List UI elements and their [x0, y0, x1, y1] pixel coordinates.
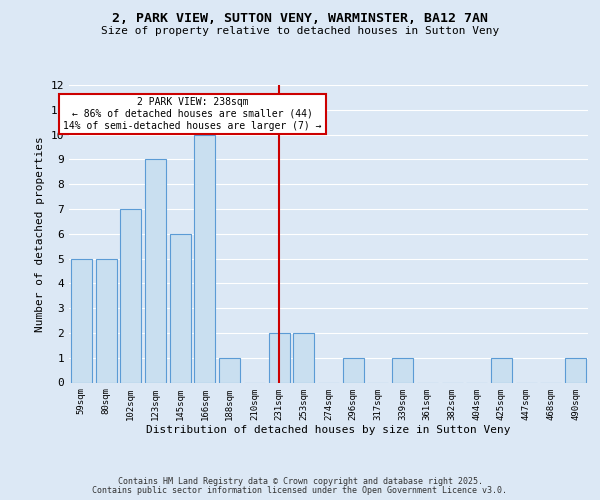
Bar [145, 160, 166, 382]
Bar [170, 234, 191, 382]
Bar [343, 358, 364, 382]
Bar [120, 209, 141, 382]
Text: Contains HM Land Registry data © Crown copyright and database right 2025.: Contains HM Land Registry data © Crown c… [118, 477, 482, 486]
Bar [194, 134, 215, 382]
Text: 2 PARK VIEW: 238sqm
← 86% of detached houses are smaller (44)
14% of semi-detach: 2 PARK VIEW: 238sqm ← 86% of detached ho… [64, 98, 322, 130]
Bar [491, 358, 512, 382]
Y-axis label: Number of detached properties: Number of detached properties [35, 136, 45, 332]
Text: Size of property relative to detached houses in Sutton Veny: Size of property relative to detached ho… [101, 26, 499, 36]
Bar [392, 358, 413, 382]
Bar [95, 258, 116, 382]
Text: Contains public sector information licensed under the Open Government Licence v3: Contains public sector information licen… [92, 486, 508, 495]
Bar [71, 258, 92, 382]
Bar [269, 333, 290, 382]
Bar [293, 333, 314, 382]
Text: 2, PARK VIEW, SUTTON VENY, WARMINSTER, BA12 7AN: 2, PARK VIEW, SUTTON VENY, WARMINSTER, B… [112, 12, 488, 26]
Bar [219, 358, 240, 382]
Bar [565, 358, 586, 382]
X-axis label: Distribution of detached houses by size in Sutton Veny: Distribution of detached houses by size … [146, 425, 511, 435]
